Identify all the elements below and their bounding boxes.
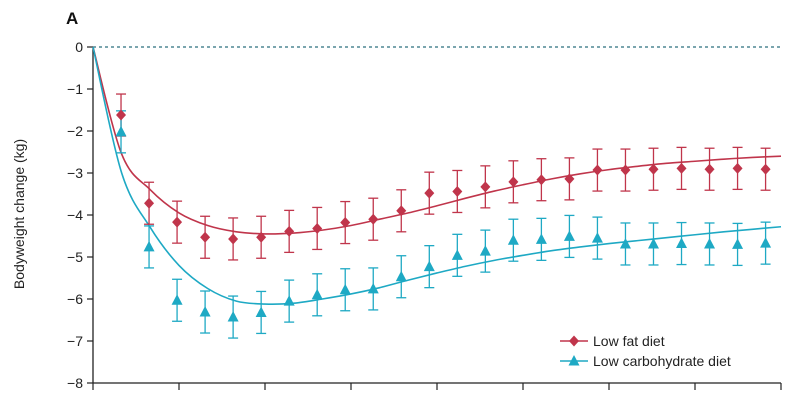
y-axis-title: Bodyweight change (kg): [11, 139, 27, 289]
low-fat-point: [116, 109, 127, 121]
low-carb-point: [339, 283, 351, 295]
low-carb-point: [311, 288, 323, 300]
low-carb-point: [535, 233, 547, 244]
fit-lines: [92, 46, 782, 305]
low-carb-point: [115, 125, 127, 137]
low-fat-point: [564, 173, 575, 185]
low-carb-point: [423, 260, 435, 272]
low-carb-point: [591, 232, 603, 243]
y-tick-label: −5: [67, 249, 83, 265]
low-fat-point: [172, 216, 183, 228]
axes: 0 −1 −2 −3 −4 −5 −6 −7 −8: [67, 39, 782, 391]
y-tick-label: −1: [67, 81, 83, 97]
low-carb-point: [199, 306, 211, 317]
low-fat-point: [256, 231, 267, 243]
low-fat-point: [396, 205, 407, 217]
y-tick-label: −7: [67, 333, 83, 349]
low-carb-point: [704, 237, 716, 249]
low-carb-point: [732, 238, 744, 249]
low-fat-point: [312, 222, 323, 234]
low-fat-fit-line: [92, 46, 782, 235]
low-fat-point: [368, 213, 379, 225]
panel-label: A: [66, 9, 78, 28]
y-tick-label: 0: [75, 39, 83, 55]
low-fat-legend-marker: [569, 335, 579, 347]
low-carb-point: [171, 294, 183, 305]
low-fat-point: [228, 233, 239, 245]
legend: Low fat diet Low carbohydrate diet: [560, 333, 731, 369]
data-markers: [115, 109, 772, 322]
low-fat-point: [508, 176, 519, 188]
low-fat-point: [732, 162, 743, 174]
low-carb-legend-label: Low carbohydrate diet: [593, 353, 731, 369]
low-fat-point: [592, 164, 603, 176]
low-fat-point: [424, 187, 435, 199]
low-fat-point: [200, 231, 211, 243]
low-carb-point: [395, 270, 407, 282]
low-carb-point: [507, 234, 519, 245]
low-carb-point: [451, 249, 463, 260]
low-carb-fit-line: [92, 46, 782, 305]
low-fat-point: [340, 217, 351, 229]
low-fat-point: [480, 181, 491, 193]
low-carb-point: [227, 311, 239, 322]
low-fat-point: [536, 174, 547, 186]
low-carb-point: [563, 230, 575, 241]
y-tick-label: −6: [67, 291, 83, 307]
low-fat-point: [284, 225, 295, 237]
low-carb-point: [255, 306, 267, 317]
y-tick-label: −8: [67, 375, 83, 391]
low-fat-point: [452, 185, 463, 197]
low-carb-point: [647, 237, 659, 249]
low-fat-point: [620, 164, 631, 176]
low-fat-point: [676, 162, 687, 174]
low-carb-point: [143, 240, 155, 252]
low-fat-point: [144, 197, 155, 209]
low-fat-point: [760, 163, 771, 175]
low-carb-point: [619, 237, 631, 249]
low-carb-point: [676, 237, 688, 249]
low-carb-point: [479, 245, 491, 256]
y-tick-label: −2: [67, 123, 83, 139]
y-tick-label: −4: [67, 207, 83, 223]
low-carb-point: [367, 282, 379, 294]
error-bars: [116, 93, 771, 339]
low-fat-legend-label: Low fat diet: [593, 333, 665, 349]
low-fat-point: [648, 163, 659, 175]
low-carb-point: [760, 237, 772, 248]
low-fat-point: [704, 163, 715, 175]
y-tick-label: −3: [67, 165, 83, 181]
low-carb-point: [283, 295, 295, 306]
low-carb-legend-marker: [568, 355, 580, 366]
